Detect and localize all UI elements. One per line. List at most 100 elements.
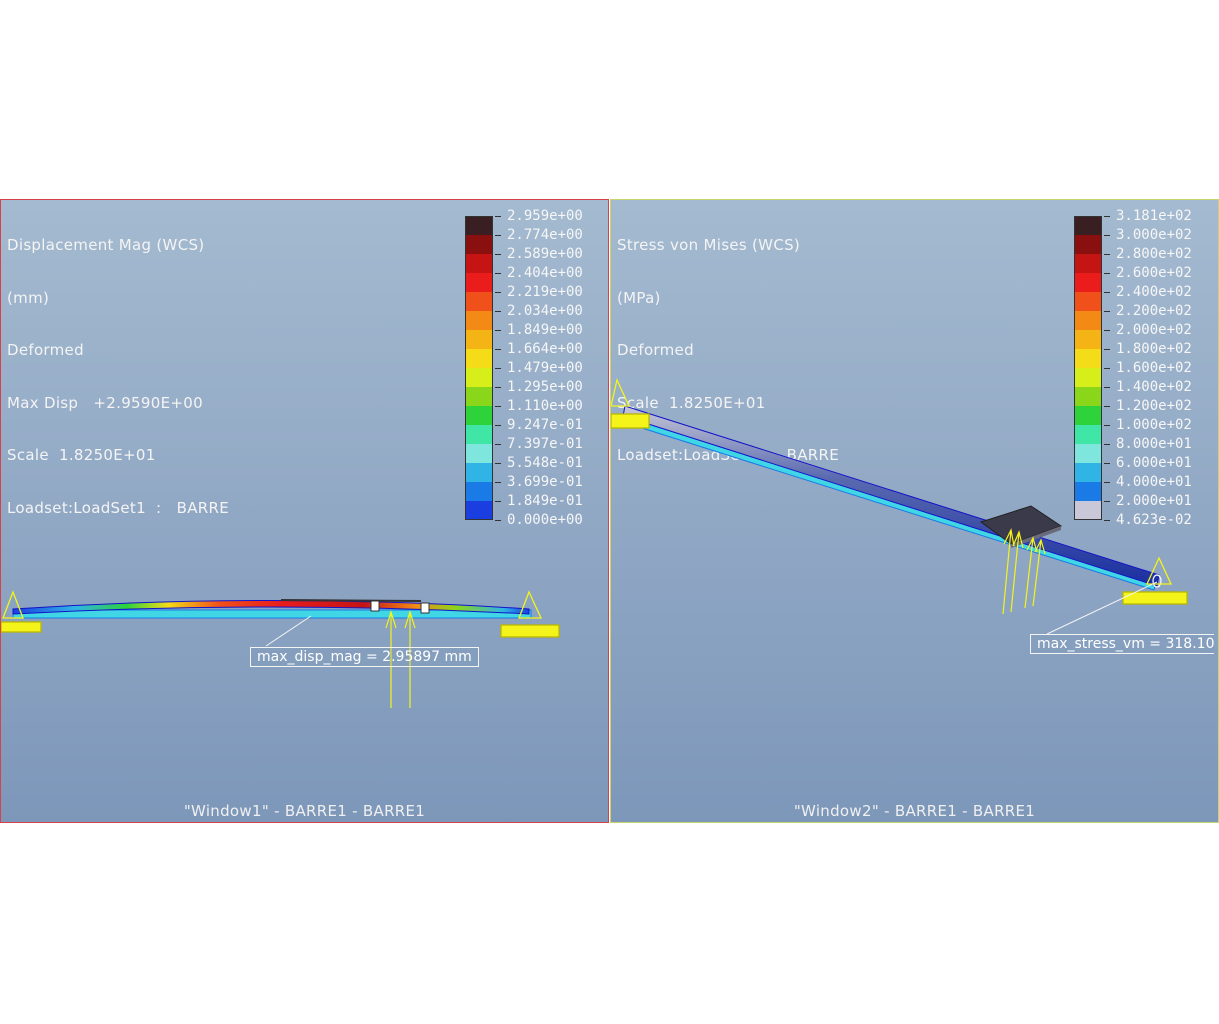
- legend-label: 2.404e+00: [507, 265, 583, 281]
- legend-swatch: [1074, 311, 1102, 330]
- legend-label: 1.295e+00: [507, 379, 583, 395]
- legend-tick: [1104, 235, 1110, 236]
- callout-leader: [265, 615, 312, 647]
- legend-swatch: [465, 273, 493, 292]
- info-line: Deformed: [7, 341, 84, 359]
- legend-label: 0.000e+00: [507, 512, 583, 528]
- legend-tick: [1104, 444, 1110, 445]
- right-support: [500, 590, 560, 638]
- legend-label: 2.034e+00: [507, 303, 583, 319]
- legend-swatch: [465, 235, 493, 254]
- legend-label: 2.774e+00: [507, 227, 583, 243]
- legend-tick: [495, 273, 501, 274]
- legend-label: 1.000e+02: [1116, 417, 1192, 433]
- legend-swatch: [1074, 292, 1102, 311]
- legend-label: 6.000e+01: [1116, 455, 1192, 471]
- legend-label: 2.219e+00: [507, 284, 583, 300]
- legend-label: 2.589e+00: [507, 246, 583, 262]
- window2-footer: "Window2" - BARRE1 - BARRE1: [793, 802, 1036, 820]
- legend-label: 4.000e+01: [1116, 474, 1192, 490]
- legend-swatch: [1074, 349, 1102, 368]
- legend-swatch: [1074, 463, 1102, 482]
- legend-swatch: [1074, 235, 1102, 254]
- legend-swatch: [465, 311, 493, 330]
- legend-swatch: [1074, 482, 1102, 501]
- stress-model-view: [611, 378, 1188, 635]
- legend-label: 4.623e-02: [1116, 512, 1192, 528]
- legend-tick: [1104, 254, 1110, 255]
- legend-tick: [495, 349, 501, 350]
- legend-label: 9.247e-01: [507, 417, 583, 433]
- info-line: Loadset:LoadSet1 : BARRE: [7, 498, 229, 517]
- legend-tick: [1104, 273, 1110, 274]
- legend-label: 1.664e+00: [507, 341, 583, 357]
- legend-label: 2.000e+01: [1116, 493, 1192, 509]
- left-support: [611, 378, 650, 429]
- legend-swatch: [465, 368, 493, 387]
- legend-swatch: [465, 501, 493, 520]
- legend-tick: [495, 406, 501, 407]
- legend-label: 3.000e+02: [1116, 227, 1192, 243]
- info-line: Displacement Mag (WCS): [7, 236, 205, 254]
- legend-swatch: [465, 444, 493, 463]
- legend-swatch: [1074, 368, 1102, 387]
- legend-label: 1.110e+00: [507, 398, 583, 414]
- legend-tick: [495, 368, 501, 369]
- legend-swatch: [465, 216, 493, 235]
- legend-swatch: [1074, 387, 1102, 406]
- legend-swatch: [465, 482, 493, 501]
- legend-tick: [495, 292, 501, 293]
- legend-tick: [495, 311, 501, 312]
- legend-tick: [1104, 482, 1110, 483]
- legend-label: 3.181e+02: [1116, 208, 1192, 224]
- legend-label: 5.548e-01: [507, 455, 583, 471]
- legend-tick: [1104, 349, 1110, 350]
- legend-label: 1.849e-01: [507, 493, 583, 509]
- result-info-panel: Displacement Mag (WCS) (mm) Deformed Max…: [7, 202, 229, 552]
- info-line: Max Disp +2.9590E+00: [7, 393, 203, 412]
- end-cap: [1152, 574, 1162, 588]
- legend-tick: [495, 387, 501, 388]
- info-line: (mm): [7, 288, 50, 307]
- legend-label: 3.699e-01: [507, 474, 583, 490]
- load-arrows: [385, 609, 416, 708]
- legend-swatch: [1074, 254, 1102, 273]
- legend-tick: [495, 444, 501, 445]
- legend-swatch: [1074, 406, 1102, 425]
- legend-tick: [495, 463, 501, 464]
- legend-label: 2.600e+02: [1116, 265, 1192, 281]
- legend-swatch: [465, 330, 493, 349]
- clamp-block: [420, 602, 430, 614]
- legend-tick: [1104, 368, 1110, 369]
- legend-swatch: [465, 349, 493, 368]
- info-line: Scale 1.8250E+01: [617, 393, 766, 412]
- legend-label: 2.800e+02: [1116, 246, 1192, 262]
- legend-swatch: [465, 463, 493, 482]
- legend-swatch: [465, 254, 493, 273]
- legend-label: 2.200e+02: [1116, 303, 1192, 319]
- legend-label: 2.400e+02: [1116, 284, 1192, 300]
- legend-swatch: [465, 425, 493, 444]
- legend-tick: [495, 330, 501, 331]
- viewport-window2[interactable]: Stress von Mises (WCS) (MPa) Deformed Sc…: [610, 199, 1219, 823]
- displacement-model-view: [1, 590, 560, 708]
- legend-swatch: [1074, 330, 1102, 349]
- legend-tick: [495, 482, 501, 483]
- legend-label: 2.959e+00: [507, 208, 583, 224]
- viewport-window1[interactable]: Displacement Mag (WCS) (mm) Deformed Max…: [0, 199, 609, 823]
- legend-label: 1.400e+02: [1116, 379, 1192, 395]
- info-line: Deformed: [617, 341, 694, 359]
- legend-swatch: [1074, 273, 1102, 292]
- legend-tick: [495, 520, 501, 521]
- callout-leader: [1046, 581, 1158, 635]
- legend-swatch: [1074, 444, 1102, 463]
- window1-footer: "Window1" - BARRE1 - BARRE1: [183, 802, 426, 820]
- clamp-block: [370, 600, 380, 612]
- undeformed-beam: [12, 609, 532, 619]
- legend-swatch: [465, 406, 493, 425]
- info-line: Scale 1.8250E+01: [7, 446, 156, 464]
- legend-label: 1.600e+02: [1116, 360, 1192, 376]
- legend-swatch: [1074, 216, 1102, 235]
- legend-swatch: [1074, 501, 1102, 520]
- legend-swatch: [465, 387, 493, 406]
